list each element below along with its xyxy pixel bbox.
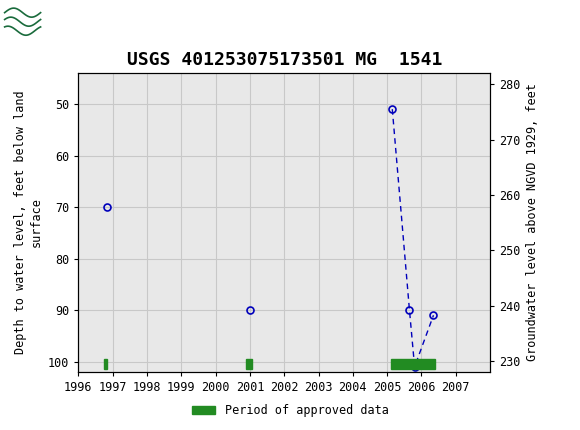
Y-axis label: Depth to water level, feet below land
surface: Depth to water level, feet below land su… bbox=[14, 91, 42, 354]
Y-axis label: Groundwater level above NGVD 1929, feet: Groundwater level above NGVD 1929, feet bbox=[526, 83, 539, 362]
Text: USGS: USGS bbox=[44, 12, 107, 33]
Bar bbox=[246, 359, 252, 369]
Legend: Period of approved data: Period of approved data bbox=[187, 399, 393, 422]
Title: USGS 401253075173501 MG  1541: USGS 401253075173501 MG 1541 bbox=[126, 51, 442, 69]
Bar bbox=[390, 359, 435, 369]
Bar bbox=[104, 359, 107, 369]
FancyBboxPatch shape bbox=[3, 3, 78, 42]
